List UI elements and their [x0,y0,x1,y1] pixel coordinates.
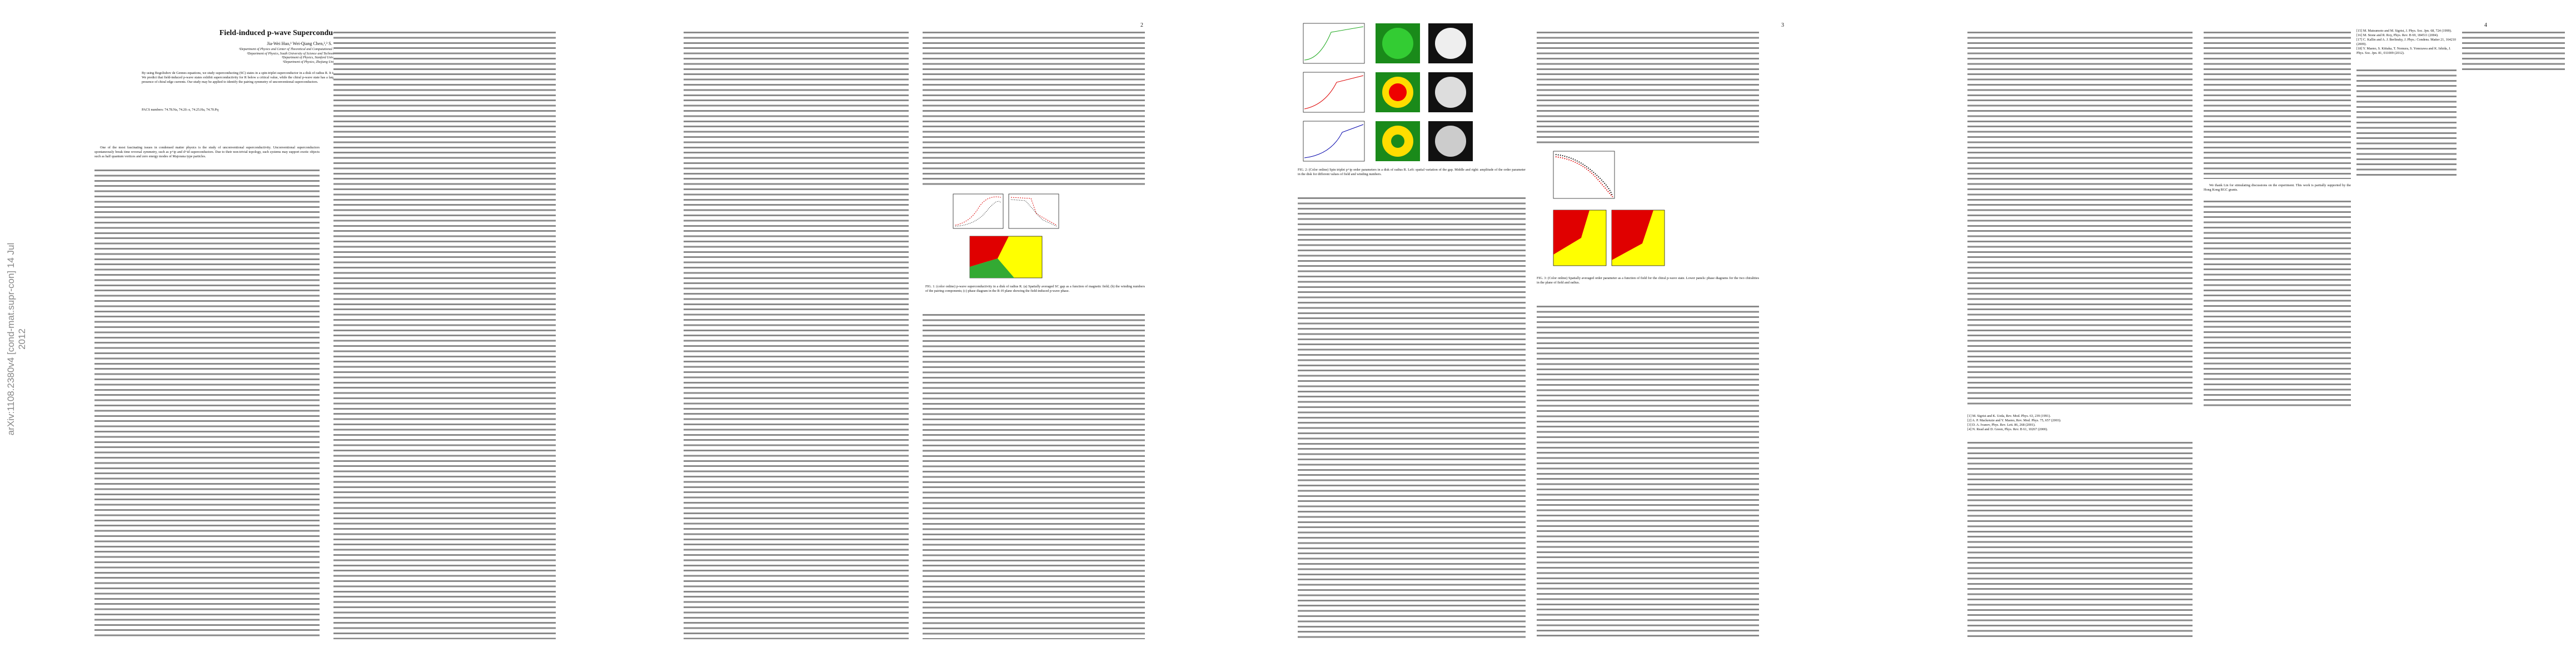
affiliations: ¹Department of Physics and Center of The… [111,48,539,64]
authors: Jia-Wei Huo,¹ Wei-Qiang Chen,²,³ S. Ragh… [267,41,383,46]
reference: [2] A. P. Mackenzie and Y. Maeno, Rev. M… [1967,419,2061,422]
phase-region [970,258,1014,278]
reference: [1] M. Sigrist and K. Ueda, Rev. Mod. Ph… [1967,414,2051,418]
curve [1010,199,1057,227]
curve [1304,124,1364,158]
disk [1382,28,1413,59]
disk [1435,77,1466,108]
panel [1303,72,1365,113]
disk [1389,83,1407,101]
curve [955,196,1001,226]
panel [953,193,1004,229]
disk [1435,28,1466,59]
curve [1010,197,1057,226]
text-lines [1967,29,2193,407]
reference: [18] Y. Maeno, S. Kittaka, T. Nomura, S.… [2356,47,2451,55]
reference: [15] M. Matsumoto and M. Sigrist, J. Phy… [2356,29,2452,33]
caption: FIG. 1: (color online) p-wave supercondu… [925,285,1145,293]
text-lines [2356,67,2457,178]
page-number: 3 [1781,22,1784,28]
panel [1303,23,1365,64]
text-lines [923,311,1145,639]
phase-region [970,236,1009,267]
acknowledgment: We thank Lin for stimulating discussions… [2204,183,2351,192]
pacs: PACS numbers: 74.78.Na, 74.20.-z, 74.25.… [142,108,218,112]
curve [1555,156,1613,198]
figure-1 [953,193,1059,278]
figure-3 [1553,151,1665,266]
reference: [16] M. Stone and R. Roy, Phys. Rev. B 6… [2356,33,2439,37]
curve [955,201,1001,227]
panel-row [1303,23,1473,64]
text-lines [1298,195,1526,639]
curve [1555,154,1613,196]
text-lines [2204,198,2351,409]
affiliation: ¹Department of Physics and Center of The… [238,48,412,51]
page-number: 4 [2484,22,2487,28]
disk [1435,126,1466,157]
panel [1553,151,1615,199]
text-lines [333,29,556,639]
references: [15] M. Matsumoto and M. Sigrist, J. Phy… [2356,29,2457,56]
intro-paragraph: One of the most fascinating issues in co… [94,146,320,158]
arxiv-stamp: arXiv:1108.2380v4 [cond-mat.supr-con] 14… [6,242,27,436]
text-lines [684,29,909,639]
panel-row [1303,72,1473,113]
panel [1303,121,1365,162]
reference: [3] D. A. Ivanov, Phys. Rev. Lett. 86, 2… [1967,423,2036,427]
panel-row [1303,121,1473,162]
figure-2 [1303,23,1473,162]
text-lines [923,29,1145,187]
reference: [17] C. Kallin and A. J. Berlinsky, J. P… [2356,38,2457,46]
text-lines [1537,303,1759,639]
disk [1391,135,1404,148]
page-number: 2 [1140,22,1143,28]
abstract: By using Bogoliubov de Gennes equations,… [142,71,509,84]
curve [1304,26,1364,61]
panel [1008,193,1059,229]
affiliation: ⁵Department of Physics, Zhejiang Univers… [282,60,368,64]
reference: [4] N. Read and D. Green, Phys. Rev. B 6… [1967,427,2048,431]
references: [1] M. Sigrist and K. Ueda, Rev. Mod. Ph… [1967,414,2193,432]
text-lines [1967,439,2193,639]
text-lines [2204,29,2351,179]
phase-region [1612,210,1653,260]
affiliation: ²Department of Physics, South University… [247,52,403,56]
curve [1304,75,1364,109]
text-lines [2462,29,2565,73]
text-lines [1537,29,1759,146]
phase-region [1553,210,1590,255]
caption: FIG. 3: (Color online) Spatially average… [1537,276,1759,285]
caption: FIG. 2: (Color online) Spin triplet p+ip… [1298,168,1526,176]
text-lines [94,167,320,639]
affiliation: ³Department of Physics, Stanford Univers… [281,56,369,59]
